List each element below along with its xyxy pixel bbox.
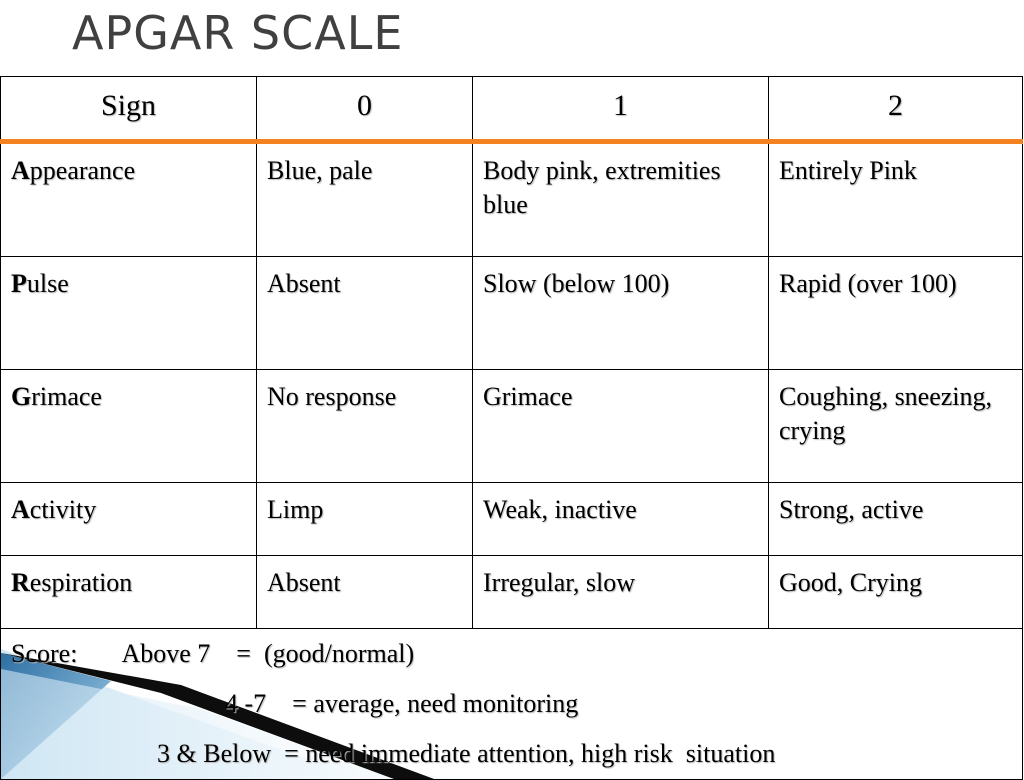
sign-rest: ppearance [29, 156, 136, 185]
sign-rest: ulse [26, 269, 69, 298]
sign-initial: G [11, 382, 32, 411]
sign-cell: Appearance [0, 141, 257, 257]
score-1-cell: Irregular, slow [472, 555, 769, 629]
score-1-cell: Weak, inactive [472, 482, 769, 556]
score-0-cell: No response [256, 369, 473, 483]
score-1-cell: Body pink, extremities blue [472, 141, 769, 257]
sign-initial: A [11, 495, 30, 524]
header-row: Sign 0 1 2 [0, 76, 1023, 144]
header-score-2: 2 [768, 76, 1023, 144]
header-sign: Sign [0, 76, 257, 144]
sign-rest: espiration [29, 568, 133, 597]
sign-cell: Respiration [0, 555, 257, 629]
slide-title: APGAR SCALE [72, 6, 404, 60]
score-1-cell: Grimace [472, 369, 769, 483]
table-row-pulse: Pulse Absent Slow (below 100) Rapid (ove… [0, 256, 1023, 370]
sign-initial: R [11, 568, 30, 597]
score-line-3-below: 3 & Below = need immediate attention, hi… [157, 739, 776, 768]
score-line-4-7: 4 -7 = average, need monitoring [225, 689, 579, 718]
score-1-cell: Slow (below 100) [472, 256, 769, 370]
score-2-cell: Rapid (over 100) [768, 256, 1023, 370]
score-2-cell: Strong, active [768, 482, 1023, 556]
score-2-cell: Coughing, sneezing, crying [768, 369, 1023, 483]
score-cell: Score: Above 7 = (good/normal) 4 -7 = av… [0, 628, 1023, 780]
score-2-cell: Good, Crying [768, 555, 1023, 629]
sign-cell: Activity [0, 482, 257, 556]
apgar-table: Sign 0 1 2 Appearance Blue, pale Body pi… [0, 76, 1023, 780]
score-0-cell: Absent [256, 256, 473, 370]
sign-initial: A [11, 156, 30, 185]
sign-rest: rimace [31, 382, 102, 411]
table-row-activity: Activity Limp Weak, inactive Strong, act… [0, 482, 1023, 556]
sign-cell: Pulse [0, 256, 257, 370]
header-score-0: 0 [256, 76, 473, 144]
score-2-cell: Entirely Pink [768, 141, 1023, 257]
table-row-appearance: Appearance Blue, pale Body pink, extremi… [0, 141, 1023, 257]
score-0-cell: Limp [256, 482, 473, 556]
score-row: Score: Above 7 = (good/normal) 4 -7 = av… [0, 628, 1023, 780]
header-score-1: 1 [472, 76, 769, 144]
score-line-above-7: Score: Above 7 = (good/normal) [11, 639, 415, 668]
score-0-cell: Blue, pale [256, 141, 473, 257]
corner-decoration [1, 649, 449, 779]
table-row-respiration: Respiration Absent Irregular, slow Good,… [0, 555, 1023, 629]
sign-initial: P [11, 269, 27, 298]
table-row-grimace: Grimace No response Grimace Coughing, sn… [0, 369, 1023, 483]
sign-cell: Grimace [0, 369, 257, 483]
sign-rest: ctivity [29, 495, 97, 524]
score-0-cell: Absent [256, 555, 473, 629]
